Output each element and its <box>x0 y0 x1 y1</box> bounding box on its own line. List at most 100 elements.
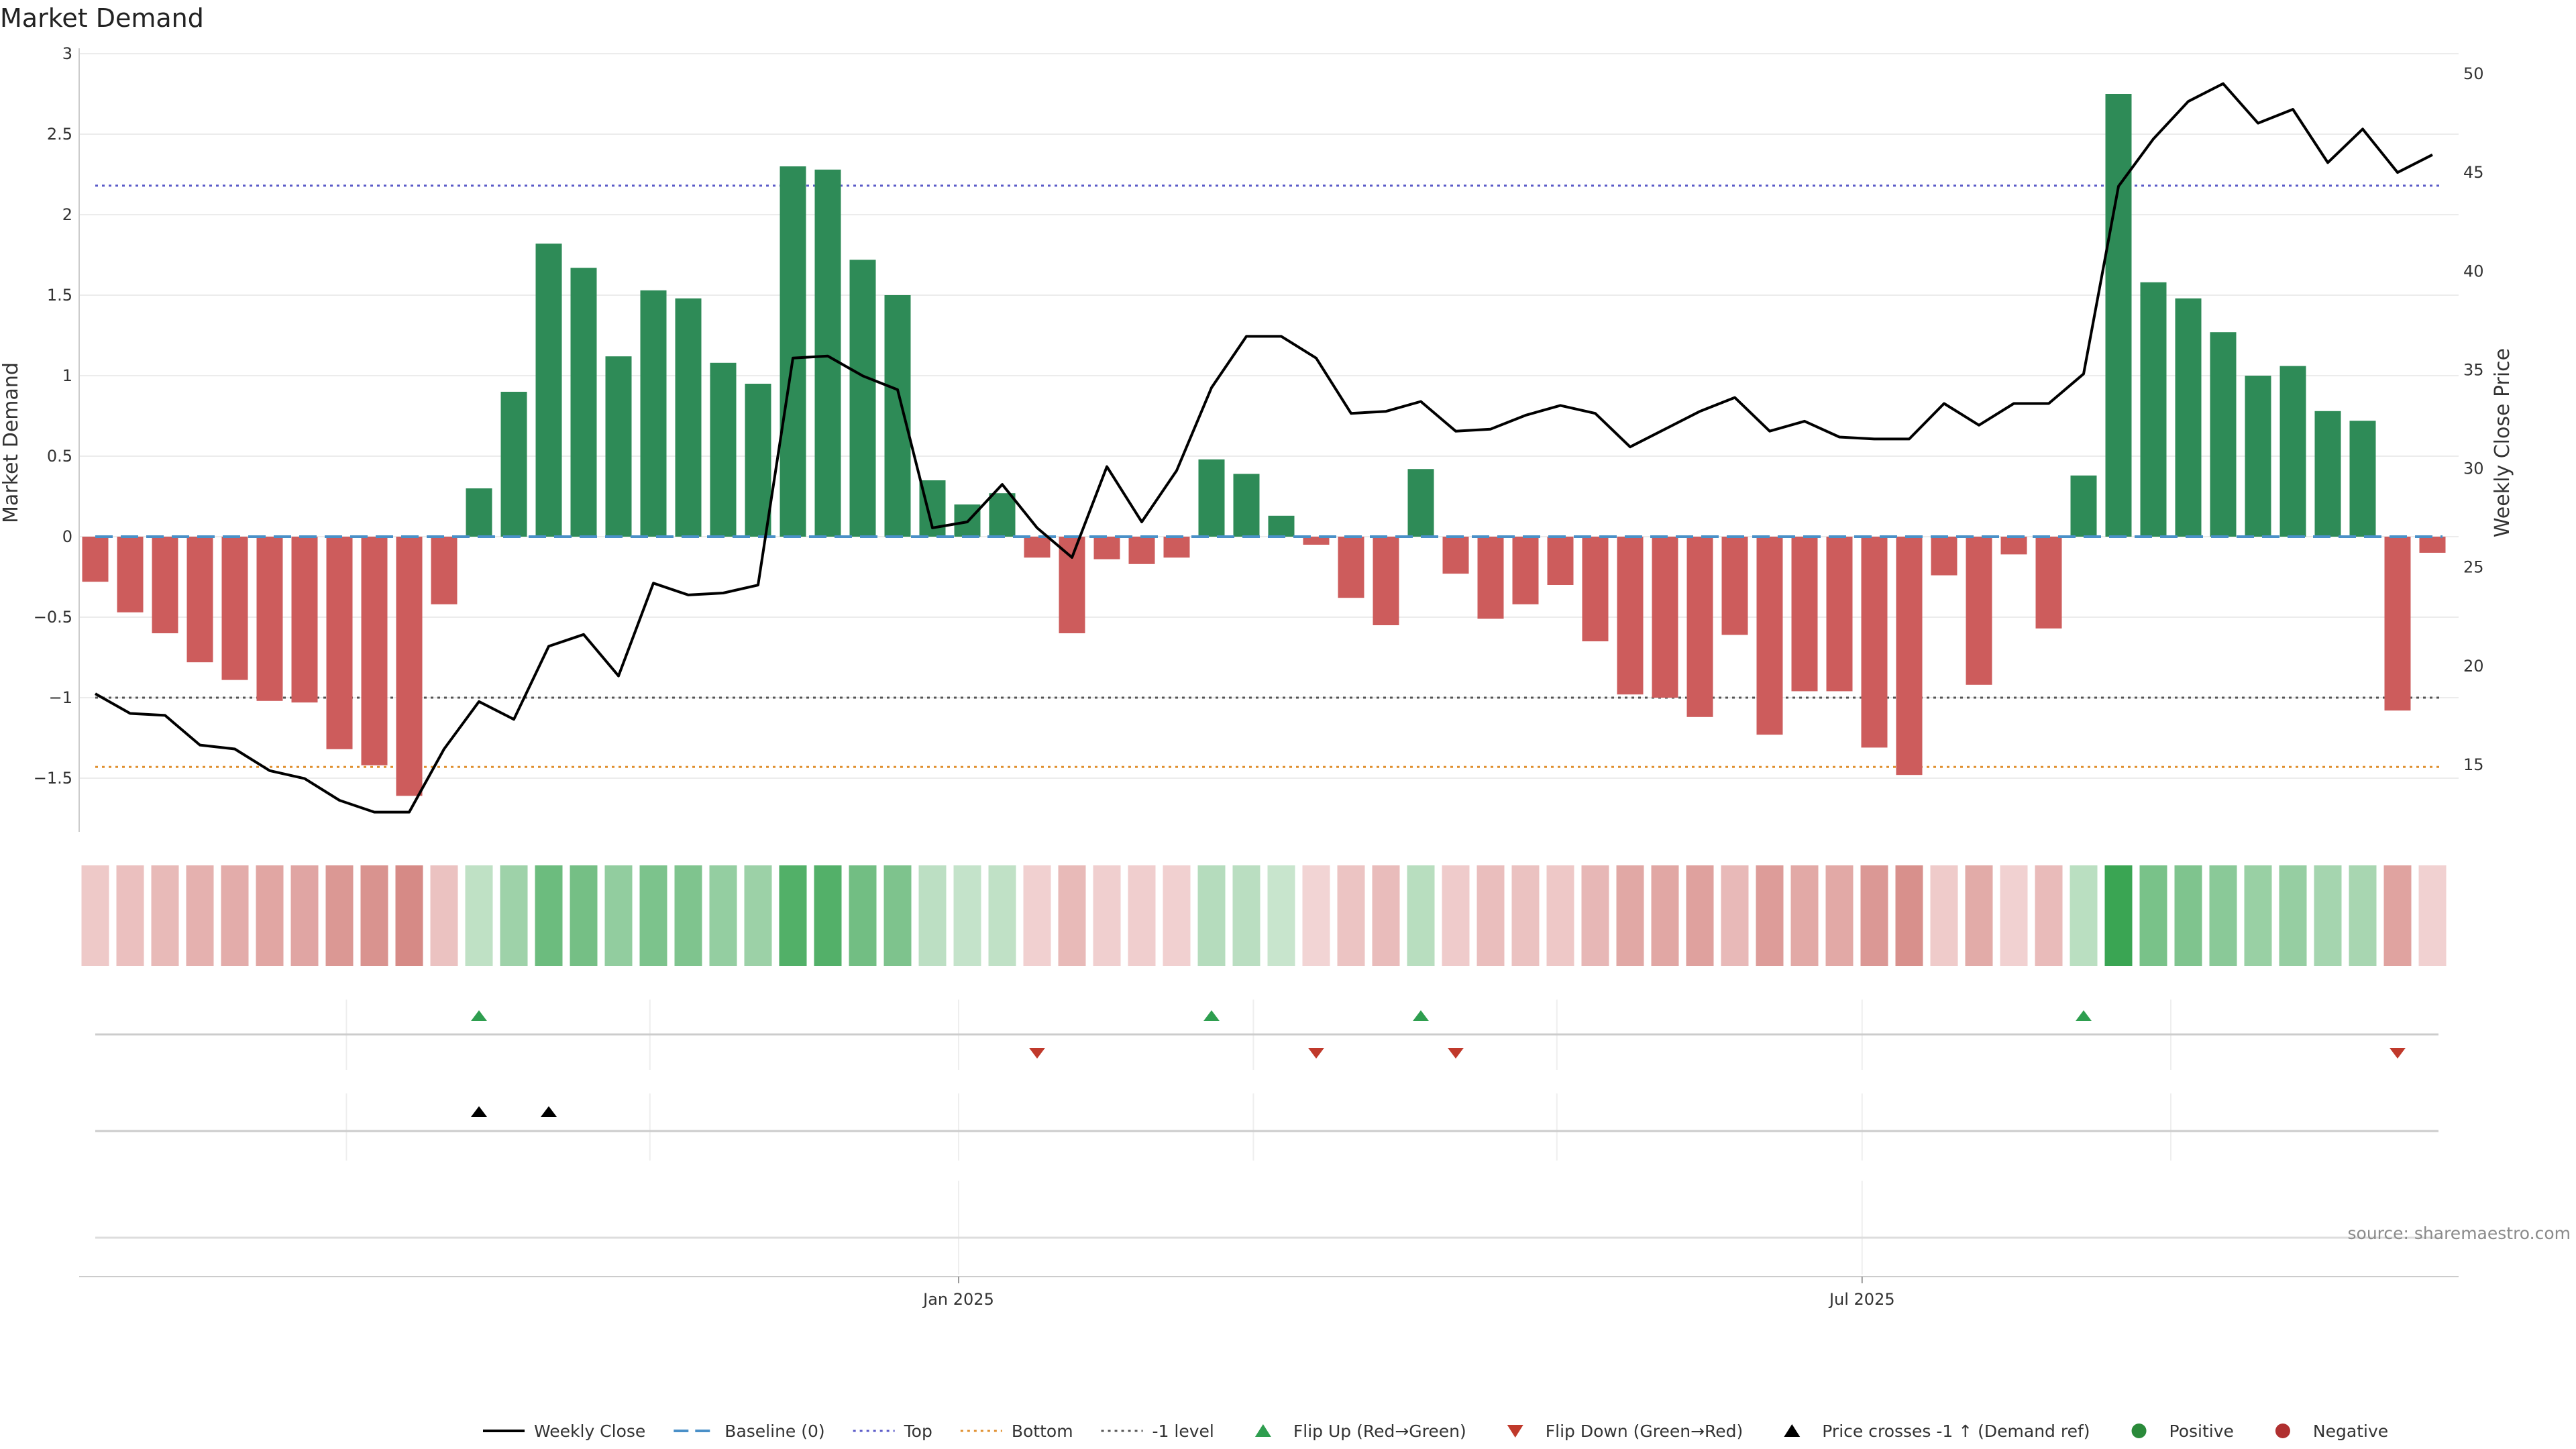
demand-bar <box>640 290 667 537</box>
legend-label: Flip Down (Green→Red) <box>1546 1421 1743 1441</box>
demand-bar <box>780 166 806 537</box>
demand-bar <box>1861 537 1888 748</box>
legend-label: Negative <box>2313 1421 2388 1441</box>
demand-heat-strip <box>81 865 2447 966</box>
heat-cell <box>953 865 981 966</box>
heat-cell <box>1686 865 1714 966</box>
legend-label: Weekly Close <box>534 1421 645 1441</box>
y2-tick-label: 25 <box>2463 558 2484 577</box>
heat-cell <box>1860 865 1888 966</box>
bottom-panel: Jan 2025 Jul 2025 <box>79 1181 2459 1309</box>
heat-cell <box>256 865 284 966</box>
y-tick-label: −1.5 <box>34 769 72 788</box>
demand-bar <box>570 268 597 537</box>
demand-bar <box>1617 537 1644 695</box>
flip-up-marker <box>1203 1010 1220 1021</box>
demand-bar <box>605 356 632 537</box>
legend-swatch <box>1254 1424 1271 1437</box>
demand-bar <box>1721 537 1748 635</box>
demand-bar <box>2035 537 2062 629</box>
flip-down-marker <box>2390 1048 2406 1059</box>
y-tick-label: −1 <box>49 688 72 707</box>
heat-cell <box>116 865 144 966</box>
demand-bar <box>1338 537 1364 598</box>
legend-label: Positive <box>2169 1421 2234 1441</box>
demand-bar <box>1163 537 1190 558</box>
heat-cell <box>2174 865 2202 966</box>
legend-swatch <box>2131 1424 2147 1438</box>
price-cross-panel <box>95 1093 2438 1161</box>
heat-cell <box>2035 865 2063 966</box>
y2-tick-label: 40 <box>2463 262 2484 280</box>
demand-bar <box>2419 537 2446 553</box>
heat-cell <box>918 865 947 966</box>
heat-cell <box>186 865 214 966</box>
heat-cell <box>570 865 598 966</box>
heat-cell <box>1058 865 1086 966</box>
heat-cell <box>1197 865 1226 966</box>
heat-cell <box>81 865 109 966</box>
heat-cell <box>2139 865 2167 966</box>
y2-tick-label: 30 <box>2463 460 2484 478</box>
demand-bar <box>1756 537 1783 735</box>
demand-bar <box>1128 537 1155 564</box>
heat-cell <box>221 865 249 966</box>
heat-cell <box>1790 865 1819 966</box>
demand-bar <box>849 260 876 537</box>
heat-cell <box>465 865 493 966</box>
legend-item: Flip Up (Red→Green) <box>1254 1421 1466 1441</box>
demand-bar <box>221 537 248 680</box>
x-tick-label: Jan 2025 <box>922 1290 994 1309</box>
heat-cell <box>1163 865 1191 966</box>
heat-cell <box>1895 865 1923 966</box>
chart-title: Market Demand <box>0 3 204 33</box>
demand-bar <box>2210 332 2237 537</box>
demand-bar <box>2279 366 2306 537</box>
weekly-close-line <box>95 82 2433 814</box>
y-tick-label: 2.5 <box>47 125 72 144</box>
demand-bar <box>291 537 318 703</box>
demand-bar <box>1582 537 1609 641</box>
heat-cell <box>2349 865 2377 966</box>
heat-cell <box>814 865 842 966</box>
demand-bar <box>675 298 702 537</box>
demand-bar <box>1896 537 1923 775</box>
demand-bar <box>256 537 283 701</box>
heat-cell <box>1721 865 1749 966</box>
heat-cell <box>1232 865 1260 966</box>
flip-up-marker <box>471 1010 487 1021</box>
heat-cell <box>779 865 807 966</box>
heat-cell <box>1407 865 1435 966</box>
heat-cell <box>674 865 702 966</box>
heat-cell <box>639 865 667 966</box>
heat-cell <box>1302 865 1330 966</box>
demand-bar <box>117 537 144 612</box>
heat-cell <box>1477 865 1505 966</box>
demand-bar <box>2105 94 2132 537</box>
heat-cell <box>2070 865 2098 966</box>
flip-up-marker <box>1413 1010 1429 1021</box>
y-axis-title: Market Demand <box>0 362 23 523</box>
legend-item: Price crosses -1 ↑ (Demand ref) <box>1784 1421 2090 1441</box>
heat-cell <box>535 865 563 966</box>
legend-swatch <box>1507 1425 1523 1438</box>
heat-cell <box>1511 865 1540 966</box>
source-note: source: sharemaestro.com <box>2348 1224 2571 1243</box>
flip-markers-panel <box>95 1000 2438 1070</box>
demand-bar <box>1686 537 1713 717</box>
demand-bar <box>1093 537 1120 559</box>
y2-tick-label: 45 <box>2463 163 2484 182</box>
heat-cell <box>709 865 737 966</box>
heat-cell <box>395 865 423 966</box>
demand-bar <box>1268 515 1295 537</box>
heat-cell <box>1756 865 1784 966</box>
y-tick-label: 1.5 <box>47 286 72 305</box>
flip-down-marker <box>1448 1048 1464 1059</box>
heat-cell <box>1825 865 1854 966</box>
demand-bar <box>1547 537 1574 585</box>
demand-bar <box>1477 537 1504 619</box>
demand-bar <box>186 537 213 663</box>
demand-bar <box>1233 474 1260 537</box>
heat-cell <box>604 865 633 966</box>
demand-bar <box>2314 411 2341 537</box>
